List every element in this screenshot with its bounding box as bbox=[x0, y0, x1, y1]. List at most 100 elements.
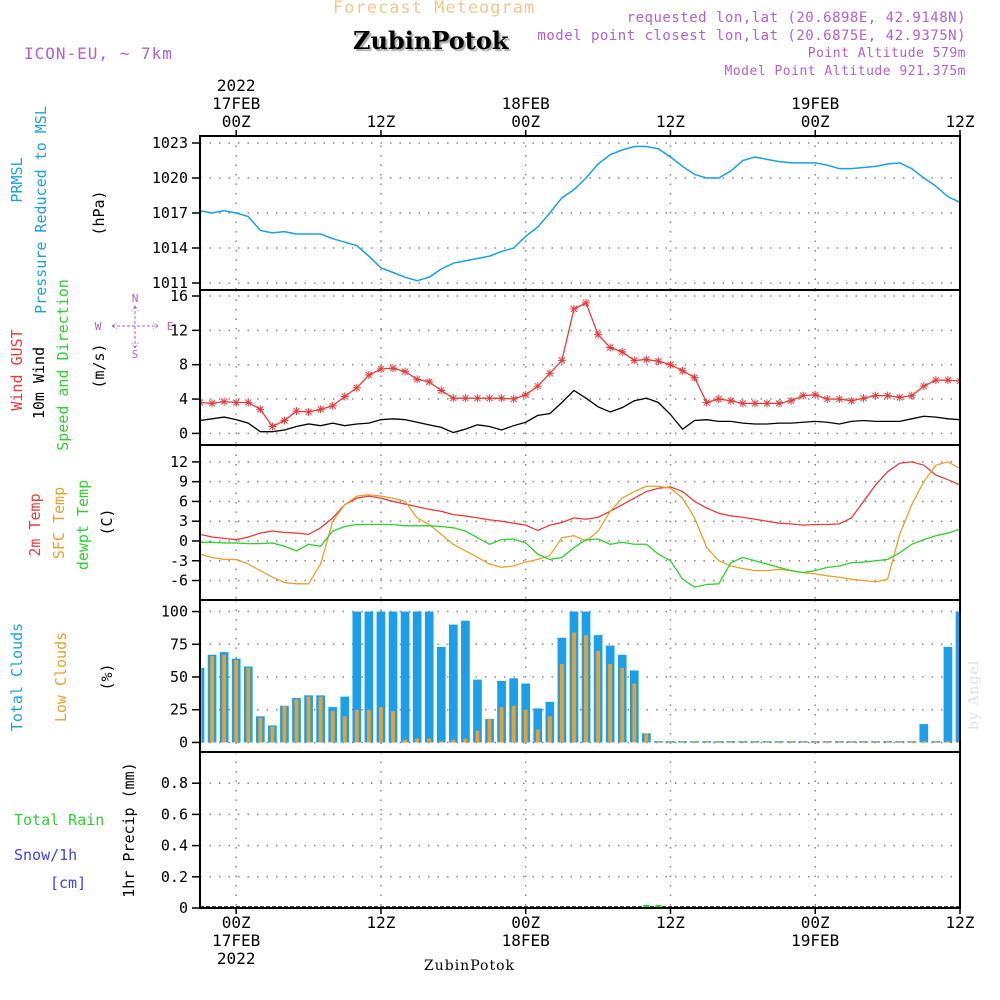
time-label-top: 00Z bbox=[801, 112, 830, 131]
low-cloud-bar bbox=[487, 718, 492, 743]
total-cloud-bar bbox=[919, 724, 929, 743]
y-tick-label: 0 bbox=[179, 424, 188, 442]
low-cloud-bar bbox=[572, 632, 576, 743]
compass-south: S bbox=[132, 348, 139, 361]
gust-marker bbox=[678, 366, 687, 375]
y-tick-label: 0 bbox=[179, 899, 188, 917]
y-tick-label: 0 bbox=[179, 532, 188, 550]
y-tick-label: 100 bbox=[161, 603, 188, 621]
temp-2m-line bbox=[200, 461, 960, 541]
compass-arrows bbox=[111, 305, 159, 349]
time-label-bottom: 00Z bbox=[801, 913, 830, 932]
time-label-bottom: 00Z bbox=[222, 913, 251, 932]
low-cloud-bar bbox=[391, 711, 395, 743]
gust-marker bbox=[811, 390, 820, 399]
gust-marker bbox=[485, 394, 494, 403]
y-tick-label: -3 bbox=[170, 552, 188, 570]
gust-marker bbox=[545, 369, 554, 378]
y-tick-label: 12 bbox=[170, 453, 188, 471]
y-tick-label: 0.4 bbox=[161, 837, 188, 855]
low-cloud-bar bbox=[632, 683, 637, 743]
pressure-title: PRMSL bbox=[8, 157, 26, 202]
gust-marker bbox=[943, 376, 952, 385]
time-label-top: 12Z bbox=[656, 112, 685, 131]
gust-marker bbox=[449, 394, 458, 403]
low-cloud-bar bbox=[837, 741, 842, 743]
low-cloud-bar bbox=[921, 741, 926, 743]
low-cloud-bar bbox=[716, 741, 721, 743]
snow-legend: Snow/1h bbox=[14, 846, 77, 864]
total-cloud-bar bbox=[412, 611, 422, 743]
time-label-top: 18FEB bbox=[502, 94, 550, 113]
gust-marker bbox=[582, 298, 591, 307]
low-cloud-bar bbox=[620, 667, 625, 743]
low-cloud-bar bbox=[644, 733, 649, 743]
low-cloud-bar bbox=[270, 726, 275, 743]
precip-title: 1hr Precip (mm) bbox=[120, 762, 138, 897]
low-cloud-bar bbox=[970, 741, 974, 743]
panel-frame-wind bbox=[199, 289, 961, 446]
gust-marker bbox=[521, 390, 530, 399]
gust-marker bbox=[871, 391, 880, 400]
low-cloud-bar bbox=[306, 696, 311, 743]
pressure-line bbox=[200, 145, 960, 282]
gust-marker bbox=[533, 382, 542, 391]
y-tick-label: 3 bbox=[179, 512, 188, 530]
clouds-unit: (%) bbox=[98, 663, 116, 690]
cloud-bars-group bbox=[200, 611, 974, 743]
low-cloud-bar bbox=[777, 741, 781, 743]
y-tick-label: 12 bbox=[170, 321, 188, 339]
low-cloud-bar bbox=[825, 741, 830, 743]
temp-unit: (C) bbox=[98, 508, 116, 535]
low-cloud-bar bbox=[849, 741, 854, 743]
panel-frame-clouds bbox=[199, 599, 961, 753]
gust-marker bbox=[316, 405, 325, 414]
low-cloud-bar bbox=[354, 709, 359, 743]
wind-10m-title: 10m Wind bbox=[30, 347, 48, 419]
low-cloud-bar bbox=[752, 741, 757, 743]
low-cloud-bar bbox=[789, 741, 794, 743]
low-cloud-bar bbox=[294, 699, 299, 743]
model-point-altitude: Model Point Altitude 921.375m bbox=[724, 64, 966, 79]
total-cloud-bar bbox=[376, 611, 386, 743]
pressure-subtitle: Pressure Reduced to MSL bbox=[32, 106, 50, 314]
low-cloud-bar bbox=[342, 716, 347, 743]
gust-marker bbox=[799, 391, 808, 400]
time-label-bottom: 12Z bbox=[366, 913, 395, 932]
low-cloud-bar bbox=[668, 741, 673, 743]
time-label-bottom: 19FEB bbox=[791, 931, 839, 950]
low-cloud-bar bbox=[608, 663, 613, 743]
y-tick-label: 25 bbox=[170, 701, 188, 719]
low-cloud-bar bbox=[728, 741, 733, 743]
total-cloud-bar bbox=[955, 611, 960, 743]
y-tick-label: 0.8 bbox=[161, 774, 188, 792]
low-cloud-bar bbox=[379, 707, 383, 743]
low-cloud-bar bbox=[234, 659, 239, 743]
time-label-top: 00Z bbox=[222, 112, 251, 131]
total-cloud-bar bbox=[448, 624, 458, 743]
low-cloud-bar bbox=[451, 739, 456, 743]
time-label-bottom: 12Z bbox=[946, 913, 975, 932]
temp-sfc-title: SFC Temp bbox=[50, 487, 68, 559]
gust-marker bbox=[364, 371, 373, 380]
compass-east: E bbox=[167, 320, 174, 333]
low-cloud-bar bbox=[439, 741, 444, 743]
temp-sfc-line bbox=[200, 461, 960, 585]
gust-marker bbox=[437, 386, 446, 395]
low-cloud-bar bbox=[330, 711, 335, 743]
gust-marker bbox=[569, 304, 578, 313]
requested-coords: requested lon,lat (20.6898E, 42.9148N) bbox=[626, 10, 966, 26]
gust-marker bbox=[931, 376, 940, 385]
panel-frame-precip bbox=[199, 751, 961, 909]
low-cloud-bar bbox=[692, 741, 697, 743]
gust-marker bbox=[220, 397, 229, 406]
low-cloud-bar bbox=[403, 739, 408, 743]
total-cloud-bar bbox=[533, 708, 543, 743]
y-tick-label: 0 bbox=[179, 733, 188, 751]
total-cloud-bar bbox=[400, 611, 410, 743]
low-cloud-bar bbox=[415, 738, 420, 743]
closest-coords: model point closest lon,lat (20.6875E, 4… bbox=[537, 28, 966, 44]
gust-marker bbox=[895, 393, 904, 402]
low-cloud-bar bbox=[210, 656, 214, 743]
